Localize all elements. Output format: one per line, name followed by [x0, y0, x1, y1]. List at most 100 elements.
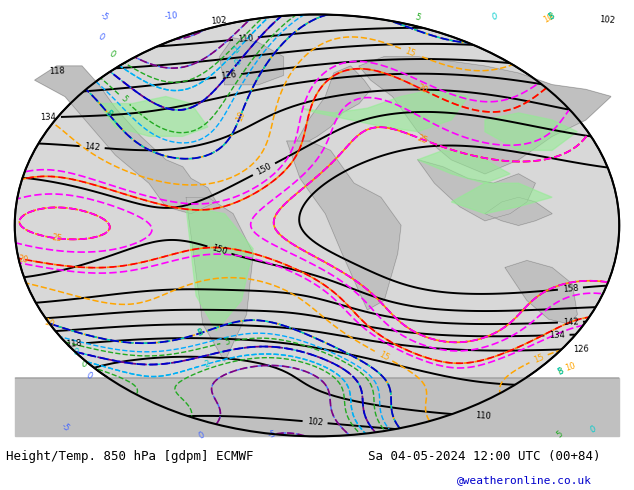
Point [312, 221, 322, 229]
Point [312, 221, 322, 229]
Text: 150: 150 [210, 244, 228, 257]
Point [312, 221, 322, 229]
Text: 0: 0 [197, 430, 206, 441]
Text: 150: 150 [255, 162, 273, 177]
Polygon shape [505, 261, 578, 324]
Text: @weatheronline.co.uk: @weatheronline.co.uk [456, 475, 592, 485]
Ellipse shape [15, 15, 619, 436]
Text: 5: 5 [196, 328, 204, 338]
Text: Height/Temp. 850 hPa [gdpm] ECMWF: Height/Temp. 850 hPa [gdpm] ECMWF [6, 450, 254, 463]
Point [312, 221, 322, 229]
Point [312, 221, 322, 229]
Text: 158: 158 [562, 283, 579, 294]
Point [312, 221, 322, 229]
Text: 25: 25 [416, 133, 429, 146]
Text: 8: 8 [547, 11, 557, 21]
Point [312, 221, 322, 229]
Text: 0: 0 [80, 360, 87, 370]
Point [312, 221, 322, 229]
Text: 5: 5 [413, 12, 421, 23]
Point [312, 221, 322, 229]
Text: 118: 118 [65, 339, 82, 349]
Point [312, 221, 322, 229]
Point [312, 221, 322, 229]
Point [312, 221, 322, 229]
Point [312, 221, 322, 229]
Polygon shape [451, 183, 552, 214]
Point [312, 221, 322, 229]
Polygon shape [359, 57, 611, 174]
Point [312, 221, 322, 229]
Text: 10: 10 [235, 109, 247, 122]
Text: 5: 5 [547, 11, 557, 21]
Point [312, 221, 322, 229]
Polygon shape [485, 197, 552, 225]
Text: -10: -10 [164, 11, 178, 21]
Polygon shape [219, 38, 283, 85]
Text: 8: 8 [196, 328, 204, 339]
Text: 102: 102 [599, 15, 616, 25]
Text: 118: 118 [49, 66, 65, 76]
Point [312, 221, 322, 229]
Text: 10: 10 [564, 361, 577, 373]
Text: 134: 134 [41, 113, 56, 122]
Text: 5: 5 [224, 337, 231, 347]
Polygon shape [186, 197, 253, 361]
Point [312, 221, 322, 229]
Polygon shape [35, 66, 216, 214]
Point [312, 221, 322, 229]
Text: 0: 0 [233, 57, 244, 67]
Point [312, 221, 322, 229]
Text: 8: 8 [556, 366, 565, 376]
Text: 25: 25 [51, 233, 63, 244]
Point [312, 221, 322, 229]
Text: 142: 142 [84, 142, 100, 152]
Text: 0: 0 [107, 49, 116, 60]
Text: 110: 110 [237, 33, 254, 44]
Polygon shape [418, 150, 510, 183]
Text: 10: 10 [542, 11, 555, 24]
Text: 15: 15 [532, 352, 545, 365]
Point [312, 221, 322, 229]
Text: 0: 0 [72, 347, 79, 357]
Text: 126: 126 [220, 70, 237, 81]
Text: 102: 102 [210, 16, 227, 26]
Point [312, 221, 322, 229]
Text: 15: 15 [404, 46, 417, 58]
Point [312, 221, 322, 229]
Text: Sa 04-05-2024 12:00 UTC (00+84): Sa 04-05-2024 12:00 UTC (00+84) [368, 450, 600, 463]
Text: -2: -2 [202, 359, 212, 369]
Point [312, 221, 322, 229]
Text: 0: 0 [84, 371, 93, 382]
Text: 5: 5 [103, 109, 113, 119]
Text: 110: 110 [475, 411, 491, 421]
Polygon shape [301, 90, 468, 132]
Text: 0: 0 [96, 32, 105, 43]
Text: 0: 0 [589, 424, 597, 435]
Point [312, 221, 322, 229]
Text: 20: 20 [415, 83, 429, 96]
Text: 5: 5 [119, 94, 129, 104]
Point [312, 221, 322, 229]
Text: 5: 5 [555, 430, 565, 440]
Point [312, 221, 322, 229]
Text: 20: 20 [17, 254, 29, 265]
Polygon shape [186, 207, 253, 331]
Polygon shape [99, 97, 208, 136]
Ellipse shape [15, 15, 619, 436]
Text: -5: -5 [59, 421, 71, 433]
Point [312, 221, 322, 229]
Text: 126: 126 [573, 344, 588, 354]
Text: -2: -2 [231, 44, 243, 56]
Point [312, 221, 322, 229]
Point [312, 221, 322, 229]
Polygon shape [418, 160, 535, 220]
Polygon shape [297, 66, 371, 141]
Text: 142: 142 [562, 318, 578, 327]
Text: -5: -5 [99, 11, 110, 23]
Text: 102: 102 [307, 417, 323, 427]
Text: 0: 0 [491, 12, 498, 22]
Point [312, 221, 322, 229]
Text: 8: 8 [103, 108, 113, 119]
Polygon shape [287, 141, 401, 310]
